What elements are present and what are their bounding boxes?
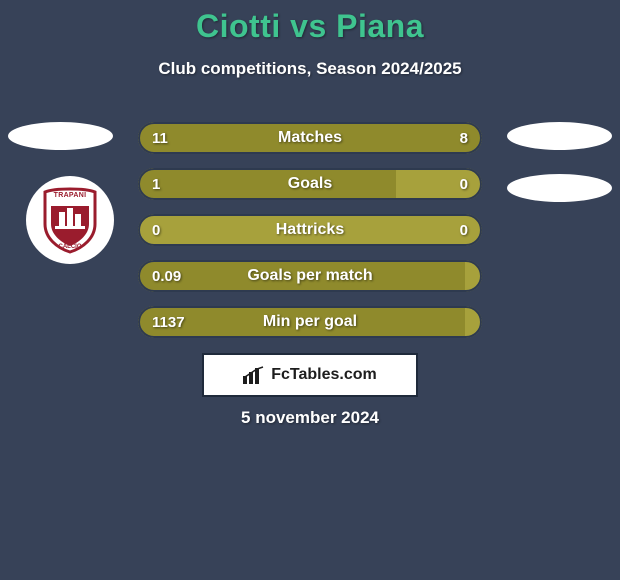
footer-brand-text: FcTables.com (271, 366, 377, 384)
bars-icon (243, 366, 265, 384)
bar-right-value: 0 (460, 214, 468, 246)
bar-label: Min per goal (138, 306, 482, 338)
club-badge: TRAPANI CALCIO (26, 176, 114, 264)
stat-row: Min per goal1137 (138, 306, 482, 338)
stat-row: Matches11 8 (138, 122, 482, 154)
shield-icon: TRAPANI CALCIO (41, 186, 99, 254)
stat-row: Goals1 0 (138, 168, 482, 200)
bar-label: Goals per match (138, 260, 482, 292)
bar-label: Hattricks (138, 214, 482, 246)
page-title: Ciotti vs Piana (0, 8, 620, 45)
bar-left-value: 1137 (152, 306, 185, 338)
comparison-card: Ciotti vs Piana Club competitions, Seaso… (0, 0, 620, 79)
player-right-oval-2 (507, 174, 612, 202)
bar-left-value: 11 (152, 122, 168, 154)
stat-row: Hattricks0 0 (138, 214, 482, 246)
bar-label: Matches (138, 122, 482, 154)
player-right-oval-1 (507, 122, 612, 150)
player-left-oval (8, 122, 113, 150)
stat-row: Goals per match0.09 (138, 260, 482, 292)
date-line: 5 november 2024 (0, 408, 620, 428)
bar-right-value: 0 (460, 168, 468, 200)
bar-label: Goals (138, 168, 482, 200)
footer-brand-box: FcTables.com (202, 353, 418, 397)
stat-bars: Matches118Goals10Hattricks00Goals per ma… (138, 122, 482, 352)
bar-left-value: 1 (152, 168, 160, 200)
badge-bottom-text: CALCIO (41, 244, 99, 250)
bar-right-value: 8 (460, 122, 468, 154)
bar-left-value: 0.09 (152, 260, 181, 292)
badge-top-text: TRAPANI (41, 192, 99, 199)
bar-left-value: 0 (152, 214, 160, 246)
subtitle: Club competitions, Season 2024/2025 (0, 59, 620, 79)
